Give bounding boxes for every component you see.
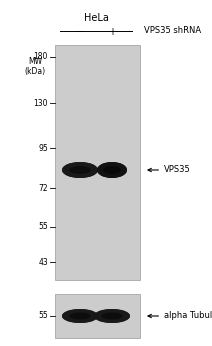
Ellipse shape [62,309,98,323]
Ellipse shape [62,162,98,178]
Ellipse shape [94,309,130,323]
Ellipse shape [62,309,98,323]
Text: 95: 95 [38,144,48,153]
Text: −: − [76,27,84,37]
Ellipse shape [62,162,98,178]
Text: 55: 55 [38,311,48,320]
Ellipse shape [97,162,127,178]
Text: 130: 130 [33,99,48,108]
Ellipse shape [69,166,91,174]
Text: 180: 180 [34,52,48,61]
Text: +: + [108,27,116,37]
Ellipse shape [97,162,127,178]
Text: HeLa: HeLa [84,13,108,23]
Ellipse shape [94,309,130,323]
Ellipse shape [69,312,91,319]
Text: VPS35 shRNA: VPS35 shRNA [144,26,201,35]
Ellipse shape [62,162,98,178]
Text: 43: 43 [38,258,48,267]
Text: 55: 55 [38,222,48,231]
Ellipse shape [97,162,127,178]
Text: 72: 72 [38,184,48,193]
Bar [55,294,140,338]
Text: alpha Tubulin: alpha Tubulin [148,311,212,320]
Text: VPS35: VPS35 [148,165,191,174]
Ellipse shape [62,309,98,323]
Ellipse shape [101,312,123,319]
Text: MW
(kDa): MW (kDa) [24,57,46,76]
Ellipse shape [94,309,130,323]
Bar [55,45,140,280]
Ellipse shape [103,166,121,174]
